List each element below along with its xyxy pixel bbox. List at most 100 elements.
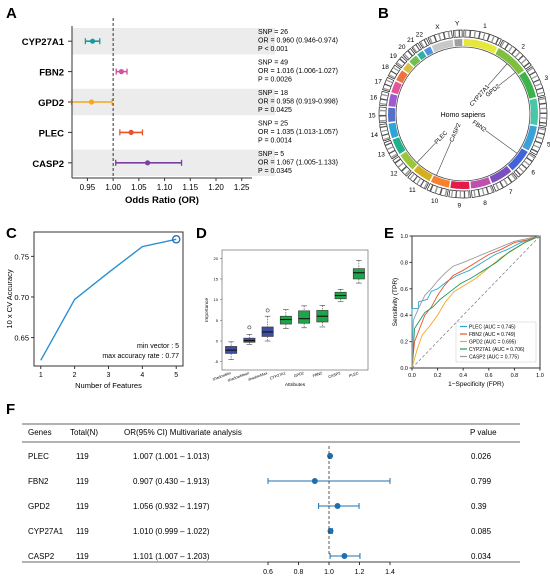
annotation-text: max accuracy rate : 0.77	[102, 353, 179, 360]
or-point	[334, 503, 341, 509]
ideogram-band	[537, 132, 545, 136]
snp-stat-text: P = 0.0026	[258, 77, 292, 84]
ideogram-band	[404, 169, 411, 176]
chromosome-label: 16	[370, 94, 378, 101]
x-tick-label: 1.2	[355, 569, 365, 576]
y-axis-label: 10 x CV Accuracy	[5, 269, 14, 328]
chrom-segment-21	[417, 50, 427, 61]
y-tick-label: 0.6	[400, 287, 408, 293]
gene-name: PLEC	[28, 452, 49, 461]
p-value: 0.39	[471, 502, 487, 511]
ideogram-band	[423, 181, 428, 189]
panel-label-a: A	[6, 5, 17, 22]
y-tick-label: 0	[216, 339, 219, 344]
gene-leader-line	[436, 141, 452, 176]
ideogram-band	[455, 190, 458, 198]
gene-leader-line	[485, 130, 518, 154]
ideogram-band	[521, 163, 528, 170]
chromosome-label: 9	[457, 202, 461, 209]
chrom-segment-3	[519, 71, 537, 99]
x-tick-label: CYP27A1	[269, 371, 286, 380]
chromosome-label: 20	[398, 44, 406, 51]
ideogram-band	[485, 187, 490, 195]
ideogram-band	[536, 136, 544, 140]
or-point	[88, 99, 95, 105]
roc-curve	[411, 235, 541, 369]
chrom-segment-4	[529, 98, 539, 126]
y-tick-label: 0.0	[400, 366, 408, 372]
ideogram-band	[428, 36, 433, 44]
chrom-segment-9	[450, 181, 470, 189]
ideogram-19	[395, 56, 408, 69]
total-n: 119	[76, 552, 89, 561]
x-tick-label: 2	[73, 372, 77, 379]
ideogram-band	[379, 119, 387, 122]
total-n: 119	[76, 477, 89, 486]
x-tick-label: 4	[140, 372, 144, 379]
ideogram-band	[397, 162, 404, 168]
snp-stat-text: P = 0.0425	[258, 107, 292, 114]
chromosome-label: 2	[521, 43, 525, 50]
species-label: Homo sapiens	[441, 112, 486, 119]
ideogram-band	[390, 70, 398, 75]
ideogram-band	[531, 74, 538, 80]
panel-label-c: C	[6, 225, 17, 242]
panel-c-line-chart: 0.65 0.70 0.75 1 2 3 4 5 min vector : 5 max accur…	[5, 231, 184, 390]
ideogram-band	[534, 83, 542, 87]
x-tick-label: FBN2	[312, 371, 323, 378]
x-tick-label: PLEC	[349, 371, 360, 378]
chrom-segment-19	[402, 62, 414, 74]
chrom-segment-15	[388, 107, 396, 123]
ideogram-band	[503, 178, 509, 186]
ideogram-band	[416, 177, 422, 185]
panel-label-d: D	[196, 225, 207, 242]
chrom-segment-17	[391, 81, 402, 95]
ideogram-band	[454, 30, 457, 38]
ideogram-band	[535, 87, 544, 91]
x-tick-label: 0.8	[511, 373, 519, 379]
x-tick-label: 1.15	[182, 183, 198, 192]
ideogram-band	[386, 146, 394, 151]
y-tick-label: 0.75	[14, 252, 29, 261]
gene-label: GPD2	[38, 98, 64, 109]
gene-name: CASP2	[28, 552, 55, 561]
legend-entry: CASP2 (AUC = 0.775)	[469, 355, 519, 361]
header-or: OR(95% CI) Multivariate analysis	[124, 428, 242, 437]
ideogram-band	[523, 160, 531, 166]
chrom-segment-12	[400, 151, 418, 170]
ideogram-band	[390, 153, 398, 159]
ideogram-band	[528, 153, 536, 159]
best-point-marker	[171, 235, 181, 244]
ideogram-band	[510, 173, 517, 180]
snp-stat-text: OR = 1.016 (1.006-1.027)	[258, 68, 338, 75]
x-tick-label: 1.00	[105, 183, 121, 192]
legend-entry: PLEC (AUC = 0.745)	[469, 325, 516, 331]
chromosome-label: Y	[455, 21, 460, 28]
total-n: 119	[76, 502, 89, 511]
chrom-segment-14	[388, 122, 399, 139]
gene-label: FBN2	[471, 120, 487, 134]
ideogram-band	[380, 98, 388, 101]
y-tick-label: 0.65	[14, 334, 29, 343]
ideogram-band	[499, 181, 504, 189]
chromosome-label: 1	[483, 23, 487, 30]
chrom-segment-11	[413, 165, 433, 182]
chromosome-label: 11	[409, 187, 416, 194]
snp-stat-text: SNP = 25	[258, 120, 288, 127]
chrom-segment-6	[507, 148, 528, 171]
ideogram-20	[402, 48, 416, 61]
annotation-text: min vector : 5	[137, 343, 179, 350]
x-tick-label: 0.0	[408, 373, 416, 379]
ideogram-11	[407, 171, 430, 190]
ideogram-band	[423, 39, 428, 47]
gene-leader-line	[416, 142, 436, 163]
snp-stat-text: OR = 0.958 (0.919-0.998)	[258, 99, 338, 106]
snp-stat-text: SNP = 18	[258, 90, 288, 97]
p-value: 0.034	[471, 552, 492, 561]
x-tick-label: shadowMin	[212, 371, 231, 381]
ideogram-band	[511, 48, 517, 55]
ideogram-band	[532, 78, 540, 83]
or-ci-text: 1.056 (0.932 – 1.197)	[133, 502, 210, 511]
ideogram-21	[411, 42, 423, 54]
roc-curve	[411, 235, 541, 368]
